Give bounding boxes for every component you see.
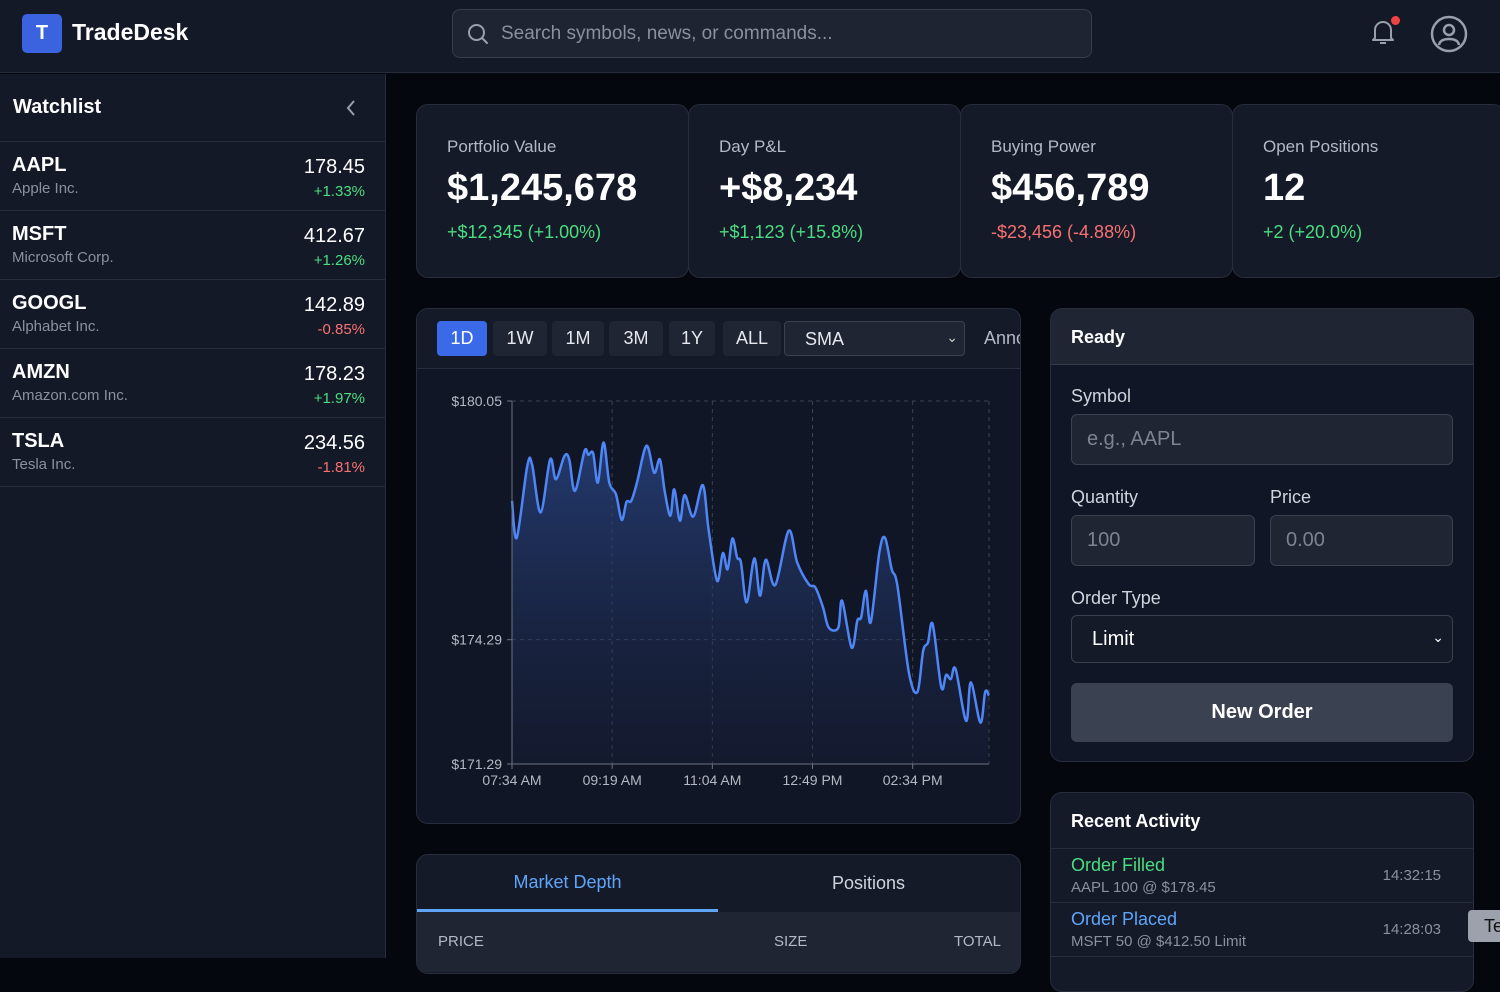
stat-card-portfolio-value: Portfolio Value $1,245,678 +$12,345 (+1.… (416, 104, 689, 278)
x-tick-label: 11:04 AM (683, 772, 741, 788)
x-tick-label: 07:34 AM (482, 772, 541, 788)
notification-badge (1391, 16, 1400, 25)
watchlist-item-amzn[interactable]: AMZN Amazon.com Inc. 178.23 +1.97% (0, 349, 385, 418)
stat-label: Open Positions (1263, 137, 1474, 157)
logo-letter: T (36, 22, 48, 45)
stat-change: -$23,456 (-4.88%) (991, 222, 1202, 243)
stat-value: $1,245,678 (447, 167, 658, 210)
symbol-input[interactable] (1071, 414, 1453, 465)
order-type-value: Limit (1092, 628, 1134, 650)
watchlist-item-tsla[interactable]: TSLA Tesla Inc. 234.56 -1.81% (0, 418, 385, 487)
watchlist-title: Watchlist (13, 96, 101, 119)
ticker-price: 412.67 (304, 225, 365, 248)
quantity-input[interactable] (1071, 515, 1255, 566)
tab-positions[interactable]: Positions (718, 855, 1019, 912)
order-form-panel: Ready Symbol Quantity Price Order Type L… (1050, 308, 1474, 762)
chevron-down-icon: ⌄ (1432, 629, 1444, 646)
stat-card-buying-power: Buying Power $456,789 -$23,456 (-4.88%) (960, 104, 1233, 278)
market-depth-panel: Market Depth Positions PRICE SIZE TOTAL (416, 854, 1021, 974)
price-input[interactable] (1270, 515, 1453, 566)
company-name: Microsoft Corp. (12, 249, 365, 266)
watchlist-item-msft[interactable]: MSFT Microsoft Corp. 412.67 +1.26% (0, 211, 385, 280)
y-tick-label: $174.29 (451, 632, 502, 648)
company-name: Alphabet Inc. (12, 318, 365, 335)
tooltip: Te (1468, 910, 1500, 942)
recent-activity-panel: Recent Activity Order Filled AAPL 100 @ … (1050, 792, 1474, 992)
ticker-change: +1.33% (314, 183, 365, 200)
ticker-change: -0.85% (317, 321, 365, 338)
y-tick-label: $180.05 (451, 393, 502, 409)
stat-change: +$1,123 (+15.8%) (719, 222, 930, 243)
ticker-change: +1.26% (314, 252, 365, 269)
activity-item[interactable]: Order Placed MSFT 50 @ $412.50 Limit 14:… (1051, 903, 1473, 957)
watchlist-sidebar: Watchlist AAPL Apple Inc. 178.45 +1.33%M… (0, 74, 386, 958)
column-price: PRICE (438, 933, 484, 950)
x-tick-label: 12:49 PM (783, 772, 843, 788)
x-tick-label: 02:34 PM (883, 772, 943, 788)
tab-market-depth[interactable]: Market Depth (417, 855, 718, 912)
order-status: Ready (1051, 309, 1473, 365)
ticker-price: 178.23 (304, 363, 365, 386)
column-total: TOTAL (954, 933, 1001, 950)
stat-change: +2 (+20.0%) (1263, 222, 1474, 243)
price-label: Price (1270, 487, 1311, 508)
search-box[interactable] (452, 9, 1092, 58)
app-title: TradeDesk (72, 19, 188, 46)
stat-value: +$8,234 (719, 167, 930, 210)
order-type-select[interactable]: Limit ⌄ (1071, 615, 1453, 663)
stat-card-day-p-l: Day P&L +$8,234 +$1,123 (+15.8%) (688, 104, 961, 278)
new-order-button[interactable]: New Order (1071, 683, 1453, 742)
ticker-price: 234.56 (304, 432, 365, 455)
recent-activity-title: Recent Activity (1051, 793, 1473, 849)
stat-label: Day P&L (719, 137, 930, 157)
stat-card-open-positions: Open Positions 12 +2 (+20.0%) (1232, 104, 1500, 278)
stat-value: $456,789 (991, 167, 1202, 210)
quantity-label: Quantity (1071, 487, 1138, 508)
x-tick-label: 09:19 AM (583, 772, 642, 788)
company-name: Amazon.com Inc. (12, 387, 365, 404)
watchlist-header: Watchlist (0, 74, 385, 142)
order-type-label: Order Type (1071, 588, 1161, 609)
ticker-price: 178.45 (304, 156, 365, 179)
top-header: T TradeDesk (0, 0, 1500, 73)
activity-item[interactable]: Order Filled AAPL 100 @ $178.45 14:32:15 (1051, 849, 1473, 903)
y-tick-label: $171.29 (451, 756, 502, 772)
search-input[interactable] (501, 10, 1081, 57)
stat-label: Buying Power (991, 137, 1202, 157)
ticker-change: +1.97% (314, 390, 365, 407)
ticker-price: 142.89 (304, 294, 365, 317)
collapse-chevron-left-icon[interactable] (345, 99, 357, 117)
stat-value: 12 (1263, 167, 1474, 210)
activity-time: 14:32:15 (1383, 867, 1441, 884)
symbol-label: Symbol (1071, 386, 1131, 407)
column-size: SIZE (774, 933, 807, 950)
logo: T (22, 14, 62, 53)
ticker-change: -1.81% (317, 459, 365, 476)
watchlist-item-googl[interactable]: GOOGL Alphabet Inc. 142.89 -0.85% (0, 280, 385, 349)
price-chart[interactable]: 07:34 AM 09:19 AM 11:04 AM 12:49 PM 02:34 PM… (417, 309, 1021, 824)
watchlist-item-aapl[interactable]: AAPL Apple Inc. 178.45 +1.33% (0, 142, 385, 211)
depth-table-header: PRICE SIZE TOTAL (417, 912, 1021, 972)
user-avatar-icon[interactable] (1430, 15, 1468, 53)
activity-time: 14:28:03 (1383, 921, 1441, 938)
stat-change: +$12,345 (+1.00%) (447, 222, 658, 243)
search-icon (467, 23, 489, 45)
price-area-fill (512, 442, 989, 764)
company-name: Apple Inc. (12, 180, 365, 197)
stat-label: Portfolio Value (447, 137, 658, 157)
company-name: Tesla Inc. (12, 456, 365, 473)
